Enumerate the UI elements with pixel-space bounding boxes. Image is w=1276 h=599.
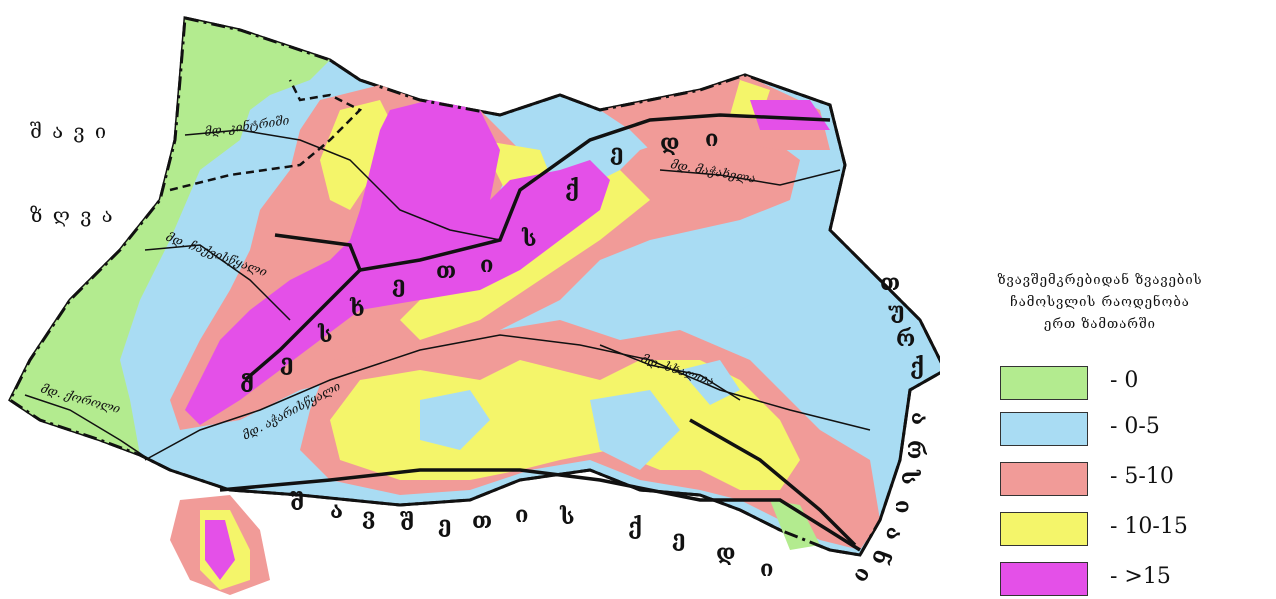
ridge-line-mesketi bbox=[274, 113, 831, 272]
ridge-mesketi-letter: ს bbox=[521, 226, 537, 252]
turkey-letter: რ bbox=[896, 326, 915, 352]
river-skhalta bbox=[599, 344, 741, 401]
ridge-mesketi-letter: მ bbox=[240, 372, 254, 398]
legend-swatch bbox=[1000, 562, 1088, 596]
ridge-shavsheti-letter: ი bbox=[760, 556, 774, 582]
legend-label: - 0 bbox=[1110, 368, 1139, 393]
arsiani-letter: ი bbox=[848, 563, 877, 588]
turkey-letter: უ bbox=[888, 298, 905, 324]
territory-border bbox=[8, 16, 940, 557]
legend-title-line2: ჩამოსვლის რაოდენობა bbox=[1010, 295, 1190, 310]
ridge-shavsheti-letter: ქ bbox=[628, 514, 642, 540]
legend-swatch bbox=[1000, 512, 1088, 546]
river-chakvistskali bbox=[144, 244, 291, 321]
legend-label: - 10-15 bbox=[1110, 514, 1188, 539]
sea-label-line2: ზ ღ ვ ა bbox=[30, 203, 115, 227]
arsiani-letter: რ bbox=[902, 440, 928, 459]
legend-title-line1: ზვავშემკრებიდან ზვავების bbox=[997, 273, 1203, 288]
river-machakhela bbox=[659, 169, 841, 186]
turkey-letter: ქ bbox=[910, 354, 924, 380]
ridge-mesketi-letter: ი bbox=[705, 126, 719, 152]
turkey-letter: თ bbox=[880, 270, 900, 296]
legend-label: - 0-5 bbox=[1110, 414, 1160, 439]
zone-10-15-north bbox=[320, 100, 400, 210]
ridge-line-branch-1 bbox=[243, 268, 362, 382]
legend-title-line3: ერთ ზამთარში bbox=[1044, 317, 1156, 332]
legend-label: - 5-10 bbox=[1110, 464, 1174, 489]
zone-0-5-pocket-1 bbox=[590, 250, 760, 320]
sea-label-line1: შ ა ვ ი bbox=[30, 119, 108, 143]
ridge-shavsheti-letter: შ bbox=[400, 510, 414, 536]
ridge-shavsheti-letter: ა bbox=[330, 498, 343, 524]
ridge-mesketi-letter: ხ bbox=[349, 296, 365, 322]
river-acharistskali bbox=[144, 334, 871, 461]
ridge-shavsheti-letter: შ bbox=[290, 490, 304, 516]
zone-0-coast bbox=[10, 18, 330, 455]
ridge-line-shavsheti bbox=[219, 468, 861, 552]
zone-0-5-pocket-3 bbox=[590, 390, 680, 470]
ridge-shavsheti-letter: ე bbox=[438, 512, 452, 538]
ridge-shavsheti-letter: ი bbox=[515, 502, 529, 528]
ridge-shavsheti-letter: ს bbox=[559, 504, 575, 530]
legend: ზვავშემკრებიდან ზვავების ჩამოსვლის რაოდე… bbox=[950, 270, 1250, 596]
ridge-shavsheti-letter: დ bbox=[716, 540, 736, 566]
arsiani-letter: ს bbox=[896, 469, 922, 485]
zone-15-northeast bbox=[750, 100, 830, 130]
zone-5-10-east bbox=[600, 75, 830, 160]
legend-swatch bbox=[1000, 366, 1088, 400]
arsiani-letter: ა bbox=[906, 412, 932, 425]
zone-10-15-south bbox=[330, 360, 800, 490]
arsiani-letter: ა bbox=[880, 525, 908, 542]
ridge-mesketi-letter: ს bbox=[317, 322, 333, 348]
zone-0-5-pocket-4 bbox=[680, 360, 740, 405]
zone-0-southeast bbox=[770, 500, 820, 550]
ridge-line-east bbox=[689, 418, 857, 547]
river-kintrishi bbox=[184, 129, 501, 241]
ridge-mesketi-letter: ქ bbox=[565, 176, 579, 202]
ridge-shavsheti-letter: თ bbox=[472, 508, 492, 534]
avalanche-map: შ ა ვ ი ზ ღ ვ ა მდ. კინტრიში მდ. ჩაქვისწ… bbox=[8, 16, 940, 595]
ridge-mesketi-letter: ი bbox=[480, 252, 494, 278]
ridge-shavsheti-letter: ე bbox=[672, 526, 686, 552]
arsiani-letter: ნ bbox=[866, 546, 895, 568]
ridge-mesketi-letter: ე bbox=[280, 350, 294, 376]
ridge-mesketi-letter: თ bbox=[436, 258, 456, 284]
legend-label: - >15 bbox=[1110, 564, 1171, 589]
ridge-mesketi-letter: დ bbox=[660, 130, 680, 156]
zone-0-5-pocket-2 bbox=[420, 390, 490, 450]
ridge-shavsheti-letter: ვ bbox=[362, 504, 375, 530]
legend-swatch bbox=[1000, 412, 1088, 446]
zone-15-southwest bbox=[205, 520, 235, 580]
arsiani-letter: ი bbox=[890, 500, 916, 514]
legend-swatch bbox=[1000, 462, 1088, 496]
ridge-mesketi-letter: ე bbox=[610, 140, 624, 166]
ridge-mesketi-letter: ე bbox=[392, 272, 406, 298]
river-korolistskali bbox=[24, 394, 151, 461]
